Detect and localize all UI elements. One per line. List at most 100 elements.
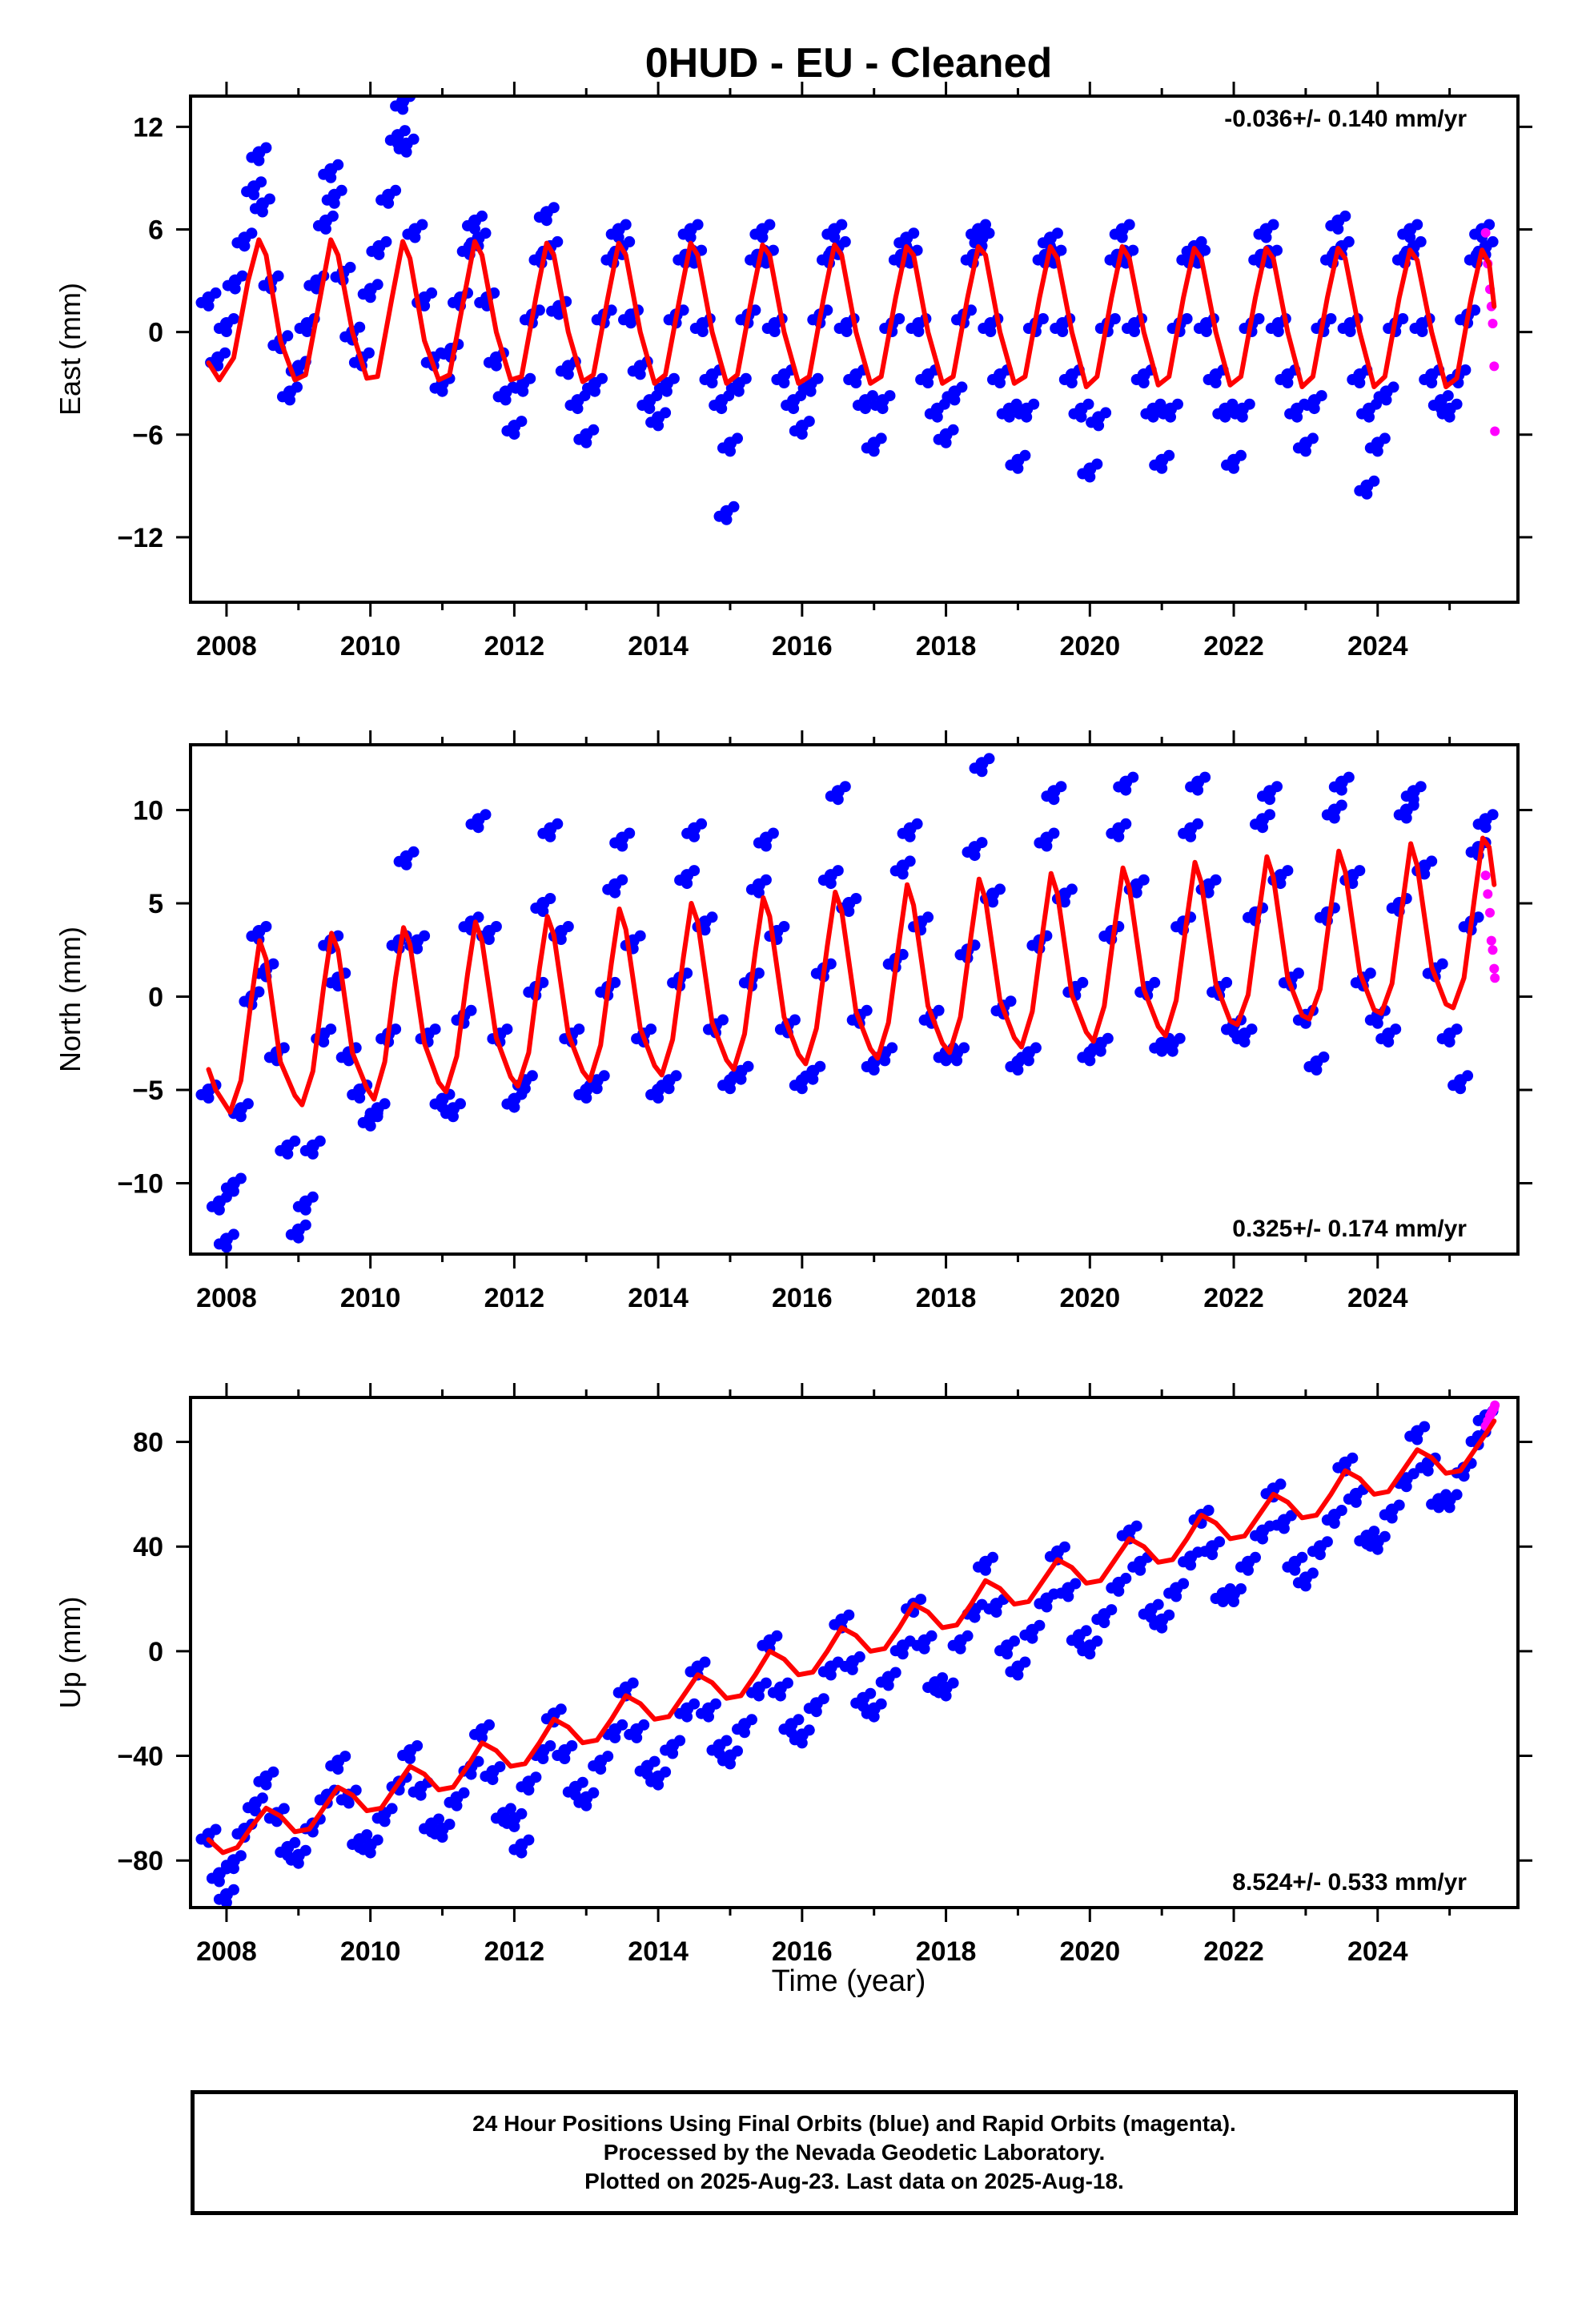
- data-point: [814, 1060, 826, 1072]
- data-point: [408, 133, 420, 145]
- data-point: [364, 292, 376, 304]
- data-point: [931, 411, 943, 423]
- data-point: [1109, 313, 1121, 324]
- data-point: [994, 883, 1006, 895]
- data-point: [825, 878, 837, 890]
- data-point: [1192, 784, 1204, 796]
- data-point: [853, 1651, 865, 1663]
- data-point: [1368, 1526, 1380, 1538]
- data-point: [937, 1672, 949, 1684]
- data-point: [1387, 381, 1399, 393]
- data-point: [1021, 411, 1033, 423]
- data-point: [689, 865, 701, 877]
- data-point: [1343, 771, 1355, 783]
- y-tick-label: −6: [132, 420, 163, 451]
- data-point: [624, 827, 636, 839]
- data-point: [1181, 313, 1193, 324]
- data-point: [1344, 326, 1356, 337]
- data-point: [419, 930, 431, 942]
- data-point: [1170, 1590, 1182, 1602]
- data-point: [1272, 326, 1284, 337]
- data-point: [796, 428, 808, 440]
- data-point: [1318, 1051, 1330, 1063]
- data-point: [954, 1642, 966, 1655]
- data-point: [866, 390, 878, 402]
- data-point: [588, 424, 600, 436]
- data-point: [940, 1690, 952, 1702]
- data-point: [580, 1092, 592, 1104]
- data-point: [1235, 1583, 1247, 1594]
- data-point: [213, 1204, 225, 1216]
- data-point: [778, 377, 790, 388]
- data-point: [689, 1698, 701, 1710]
- data-point: [685, 231, 697, 243]
- data-point: [841, 326, 853, 337]
- panel-north: 2008 2010 2012 2014 2016 2018 2020 2022 2024−10−…: [54, 730, 1532, 1313]
- y-tick-label: 12: [133, 112, 163, 143]
- data-point: [246, 227, 258, 239]
- data-point: [1041, 840, 1053, 852]
- data-point: [753, 1690, 765, 1702]
- data-point: [1488, 319, 1498, 328]
- data-point: [922, 911, 934, 923]
- data-point: [1308, 403, 1320, 415]
- data-point: [327, 210, 339, 222]
- data-point: [1371, 1543, 1383, 1555]
- data-point: [364, 1847, 376, 1859]
- data-point: [1315, 390, 1327, 402]
- processing-note-box: 24 Hour Positions Using Final Orbits (bl…: [191, 2090, 1518, 2215]
- data-point: [249, 1805, 261, 1817]
- y-tick-label: 6: [148, 215, 163, 246]
- data-point: [256, 1792, 268, 1804]
- data-point: [1282, 865, 1294, 877]
- data-point: [850, 893, 862, 904]
- data-point: [555, 1703, 567, 1715]
- data-point: [796, 1737, 808, 1749]
- data-point: [248, 189, 260, 201]
- x-tick-label: 2024: [1347, 1283, 1408, 1313]
- data-point: [1084, 471, 1096, 483]
- data-point: [1411, 1433, 1423, 1445]
- data-point: [644, 403, 656, 415]
- data-point: [220, 1241, 232, 1253]
- data-point: [1207, 1549, 1219, 1561]
- data-point: [458, 1787, 470, 1799]
- data-point: [716, 403, 728, 415]
- panel-up: 2008 2010 2012 2014 2016 2018 2020 2022 2024−80−…: [54, 1383, 1532, 1967]
- x-tick-label: 2018: [916, 1283, 977, 1313]
- data-point: [332, 159, 344, 171]
- y-axis: −80 −40 0 40 80: [117, 1428, 1532, 1876]
- data-point: [1163, 1609, 1175, 1621]
- data-point: [1426, 855, 1438, 867]
- x-tick-label: 2014: [628, 631, 689, 661]
- plot-data: [195, 753, 1500, 1253]
- data-point: [552, 235, 564, 247]
- data-point: [1407, 794, 1419, 806]
- data-point: [343, 1797, 355, 1809]
- y-axis: −10 −5 0 5 10: [117, 796, 1532, 1199]
- data-point: [284, 394, 295, 406]
- data-point: [947, 424, 959, 436]
- plots-layer: 2008 2010 2012 2014 2016 2018 2020 2022 2024−12−…: [54, 82, 1532, 1967]
- data-point: [227, 1863, 239, 1875]
- data-point: [725, 1758, 736, 1770]
- data-point: [602, 1751, 614, 1763]
- data-point: [516, 1847, 528, 1859]
- data-point: [1442, 390, 1454, 402]
- data-point: [1221, 976, 1233, 988]
- data-point: [1152, 1598, 1164, 1610]
- data-point: [1003, 411, 1015, 423]
- data-point: [1328, 812, 1340, 824]
- data-point: [1296, 1551, 1308, 1563]
- data-point: [877, 403, 889, 415]
- data-point: [949, 394, 961, 406]
- data-point: [904, 855, 916, 867]
- data-point: [1066, 883, 1078, 895]
- data-point: [399, 125, 411, 137]
- data-point: [1354, 377, 1366, 388]
- data-point: [508, 1820, 520, 1832]
- data-point: [1260, 231, 1272, 243]
- data-point: [219, 347, 231, 359]
- data-point: [472, 1755, 484, 1767]
- velocity-rate-label: -0.036+/- 0.140 mm/yr: [1224, 106, 1467, 132]
